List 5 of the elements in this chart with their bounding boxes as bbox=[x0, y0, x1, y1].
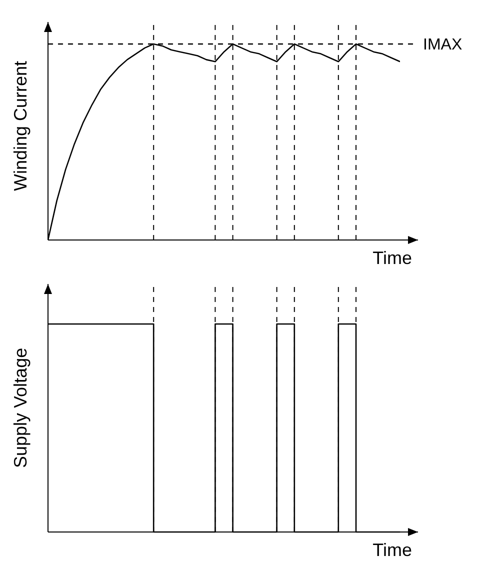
y-axis-title: Winding Current bbox=[10, 60, 30, 191]
x-axis-title: Time bbox=[372, 540, 412, 560]
y-axis-title: Supply Voltage bbox=[10, 348, 30, 468]
ref-line-label: IMAX bbox=[423, 36, 462, 54]
x-axis-title: Time bbox=[372, 248, 412, 268]
